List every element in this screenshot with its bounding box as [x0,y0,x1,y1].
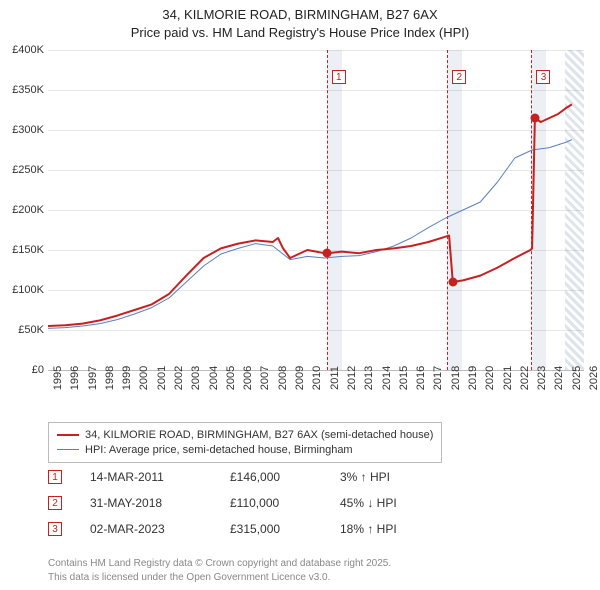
x-tick-label: 2000 [138,366,150,390]
events-table: 1 14-MAR-2011 £146,000 3% ↑ HPI 2 31-MAY… [48,464,480,542]
legend-label: 34, KILMORIE ROAD, BIRMINGHAM, B27 6AX (… [85,429,433,441]
x-tick-label: 2026 [588,366,600,390]
x-tick-label: 1998 [104,366,116,390]
x-tick-label: 2011 [329,366,341,390]
title-block: 34, KILMORIE ROAD, BIRMINGHAM, B27 6AX P… [0,0,600,41]
x-tick-label: 2022 [519,366,531,390]
legend-row: HPI: Average price, semi-detached house,… [57,442,433,457]
sale-marker [530,114,539,123]
y-tick-label: £250K [12,164,44,176]
x-tick-label: 2002 [173,366,185,390]
x-tick-label: 2010 [311,366,323,390]
sale-marker [323,249,332,258]
x-tick-label: 1999 [121,366,133,390]
legend-label: HPI: Average price, semi-detached house,… [85,444,353,456]
y-axis: £400K £350K £300K £250K £200K £150K £100… [0,50,48,370]
x-tick-label: 2024 [553,366,565,390]
x-tick-label: 2021 [502,366,514,390]
event-tag-box: 1 [48,470,62,484]
x-tick-label: 2001 [156,366,168,390]
event-tag-box: 3 [48,522,62,536]
event-date: 14-MAR-2011 [90,470,230,484]
y-tick-label: £100K [12,284,44,296]
x-tick-label: 2018 [450,366,462,390]
x-tick-label: 2007 [259,366,271,390]
x-tick-label: 2019 [467,366,479,390]
y-tick-label: £400K [12,44,44,56]
x-tick-label: 2013 [363,366,375,390]
x-tick-label: 2004 [208,366,220,390]
x-tick-label: 1997 [87,366,99,390]
y-tick-label: £150K [12,244,44,256]
hpi-line [48,140,572,329]
y-tick-label: £350K [12,84,44,96]
y-tick-label: £200K [12,204,44,216]
y-tick-label: £0 [32,364,44,376]
x-tick-label: 2012 [346,366,358,390]
x-tick-label: 2015 [398,366,410,390]
footer: Contains HM Land Registry data © Crown c… [48,557,391,584]
x-tick-label: 2016 [415,366,427,390]
x-tick-label: 2003 [190,366,202,390]
event-price: £110,000 [230,496,340,510]
event-diff: 18% ↑ HPI [340,522,480,536]
x-tick-label: 2008 [277,366,289,390]
event-diff: 45% ↓ HPI [340,496,480,510]
title-line1: 34, KILMORIE ROAD, BIRMINGHAM, B27 6AX [0,6,600,24]
y-tick-label: £50K [18,324,44,336]
x-tick-label: 1995 [52,366,64,390]
chart-page: 34, KILMORIE ROAD, BIRMINGHAM, B27 6AX P… [0,0,600,590]
event-date: 02-MAR-2023 [90,522,230,536]
event-date: 31-MAY-2018 [90,496,230,510]
x-axis: 1995199619971998199920002001200220032004… [48,370,584,430]
events-row: 2 31-MAY-2018 £110,000 45% ↓ HPI [48,490,480,516]
legend-swatch [57,449,79,450]
x-tick-label: 2009 [294,366,306,390]
events-row: 1 14-MAR-2011 £146,000 3% ↑ HPI [48,464,480,490]
legend-row: 34, KILMORIE ROAD, BIRMINGHAM, B27 6AX (… [57,427,433,442]
footer-line: This data is licensed under the Open Gov… [48,571,391,585]
legend-swatch [57,434,79,436]
events-row: 3 02-MAR-2023 £315,000 18% ↑ HPI [48,516,480,542]
x-tick-label: 2023 [536,366,548,390]
sale-marker [448,278,457,287]
x-tick-label: 2006 [242,366,254,390]
legend: 34, KILMORIE ROAD, BIRMINGHAM, B27 6AX (… [48,422,442,463]
footer-line: Contains HM Land Registry data © Crown c… [48,557,391,571]
x-tick-label: 2005 [225,366,237,390]
event-price: £315,000 [230,522,340,536]
x-tick-label: 2017 [432,366,444,390]
event-tag-box: 2 [48,496,62,510]
paid-line [48,104,572,326]
x-tick-label: 2025 [571,366,583,390]
y-tick-label: £300K [12,124,44,136]
series-svg [48,50,584,370]
x-tick-label: 1996 [69,366,81,390]
x-tick-label: 2020 [484,366,496,390]
title-line2: Price paid vs. HM Land Registry's House … [0,24,600,42]
x-tick-label: 2014 [381,366,393,390]
event-price: £146,000 [230,470,340,484]
plot-area: 1 2 3 [48,50,584,370]
event-diff: 3% ↑ HPI [340,470,480,484]
